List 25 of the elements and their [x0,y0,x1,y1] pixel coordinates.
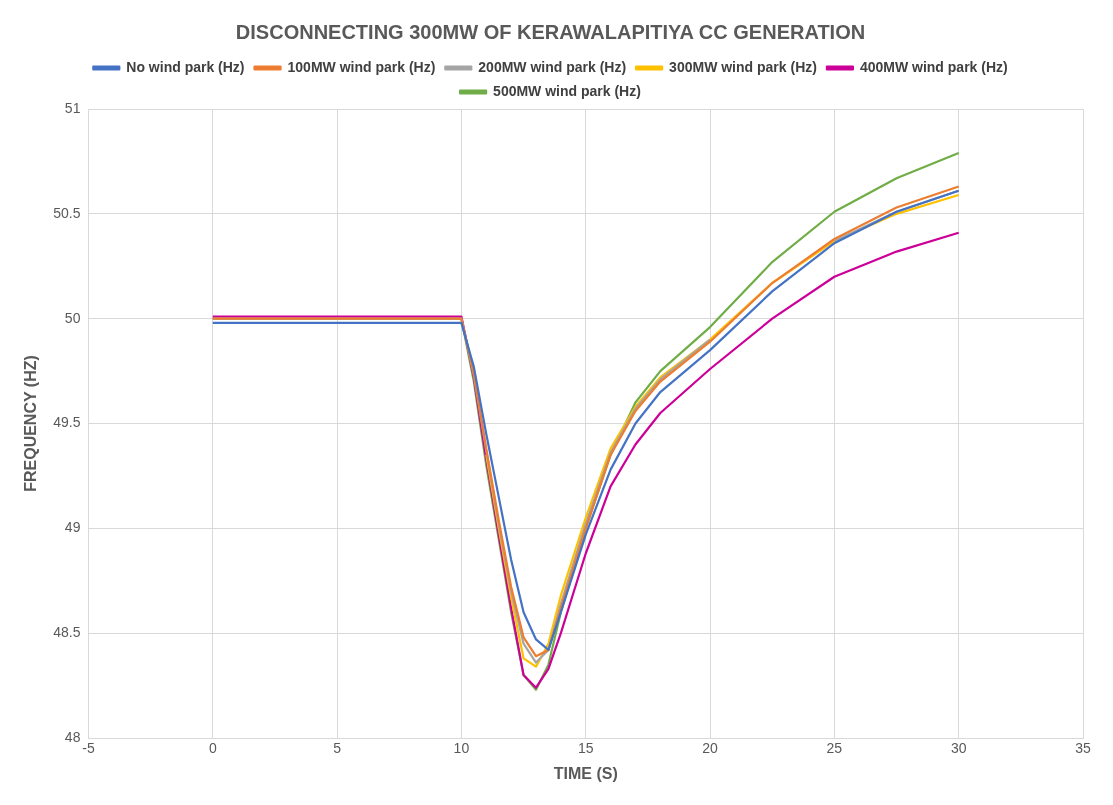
x-tick-label: 10 [453,740,470,757]
x-tick-label: 30 [950,740,967,757]
y-tick-label: 48 [64,728,81,745]
x-tick-label: 0 [208,740,217,757]
legend-label: 300MW wind park (Hz) [669,58,817,75]
legend-label: 400MW wind park (Hz) [859,58,1008,75]
y-axis-title: FREQUENCY (HZ) [22,355,40,492]
y-tick-label: 49 [64,519,81,536]
x-tick-label: 5 [333,740,342,757]
y-tick-label: 49.5 [53,414,81,431]
legend-label: 200MW wind park (Hz) [478,58,627,75]
legend-label: 500MW wind park (Hz) [493,82,641,99]
x-tick-label: 20 [702,740,719,757]
y-tick-label: 48.5 [53,624,81,641]
x-tick-label: 35 [1075,740,1091,757]
y-tick-label: 51 [64,99,81,116]
x-tick-label: 25 [826,740,843,757]
legend-label: No wind park (Hz) [126,58,245,75]
x-axis-title: TIME (S) [553,764,618,782]
y-tick-label: 50 [64,309,81,326]
chart-title: DISCONNECTING 300MW OF KERAWALAPITIYA CC GENERATION [235,20,866,43]
legend-label: 100MW wind park (Hz) [287,58,436,75]
x-tick-label: 15 [577,740,594,757]
y-tick-label: 50.5 [53,204,81,221]
x-tick-label: -5 [82,740,95,757]
